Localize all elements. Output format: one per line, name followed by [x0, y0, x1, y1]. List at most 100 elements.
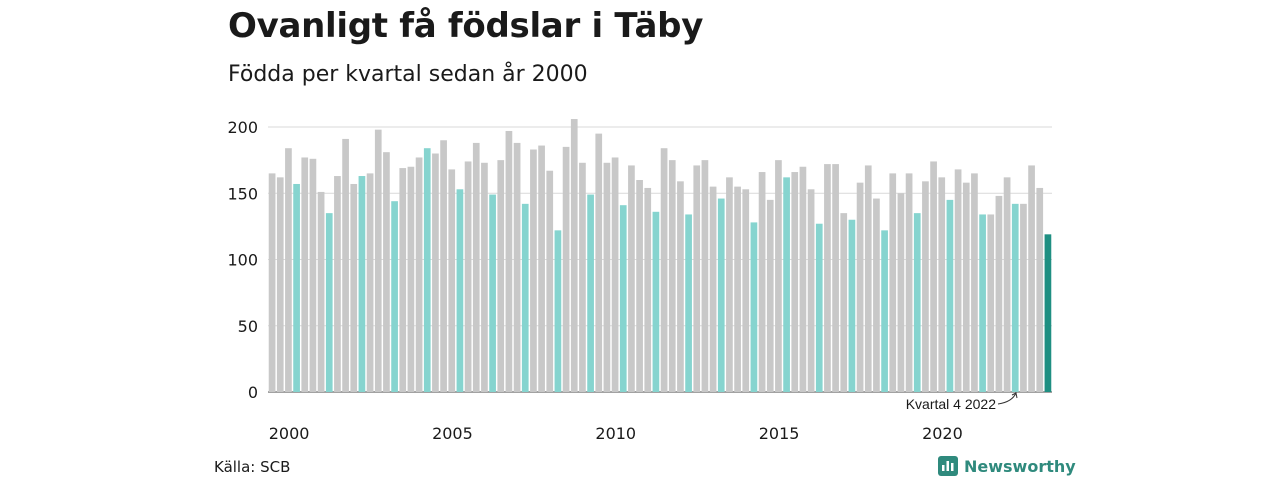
bar: 2008 Q4	[554, 230, 562, 392]
bar: 2008 Q1	[530, 149, 537, 392]
bar: 2018 Q3	[873, 198, 880, 392]
x-tick-label: 2020	[922, 424, 963, 443]
bar: 2020 Q3	[938, 177, 946, 392]
annotation-label: Kvartal 4 2022	[906, 396, 996, 412]
bar: 2016 Q1	[791, 172, 799, 392]
annotation: Kvartal 4 2022	[906, 392, 1018, 412]
y-axis-ticks: 0 50 100 150 200	[227, 118, 258, 402]
bar: 2017 Q3	[840, 213, 848, 393]
x-tick-label: 2015	[759, 424, 800, 443]
bar: 2010 Q3	[611, 157, 619, 392]
bar: 2020 Q4	[946, 199, 954, 393]
bar: 2018 Q4	[881, 230, 888, 392]
bar: 2016 Q4	[815, 223, 823, 392]
bar: 2011 Q4	[652, 211, 660, 392]
bar: 2006 Q4	[489, 194, 496, 392]
bar: 2012 Q4	[685, 214, 692, 392]
bar: 2007 Q3	[513, 142, 521, 392]
bar: 2020 Q2	[930, 161, 937, 392]
bar: 2017 Q4	[848, 219, 856, 392]
bar: 2015 Q3	[775, 160, 782, 393]
bar	[1044, 234, 1052, 392]
bar-chart: 0 50 100 150 200 2000 Q12000 Q22000 Q32000 Q…	[227, 118, 1052, 443]
bar: 2012 Q3	[677, 181, 684, 392]
bar: 2009 Q2	[570, 119, 578, 393]
x-tick-label: 2000	[269, 424, 310, 443]
bar: 2012 Q1	[660, 148, 668, 392]
bar: 2003 Q2	[374, 129, 382, 392]
bar: 2017 Q1	[824, 164, 831, 392]
bar	[1028, 165, 1035, 392]
bar: 2007 Q1	[497, 160, 505, 393]
bar: 2004 Q4	[423, 148, 431, 392]
bar: 2006 Q2	[472, 142, 480, 392]
bar: 2013 Q1	[693, 165, 701, 392]
bar: 2017 Q2	[832, 164, 839, 392]
y-tick-label: 0	[248, 383, 258, 402]
bar: 2011 Q2	[636, 180, 643, 392]
bar: 2001 Q2	[309, 158, 317, 392]
bar: 2011 Q1	[628, 165, 635, 392]
source-note: Källa: SCB	[214, 458, 291, 476]
bar: 2003 Q1	[366, 173, 374, 393]
bar: 2004 Q3	[415, 157, 423, 392]
newsworthy-logo-icon	[938, 456, 958, 476]
bar: 2008 Q2	[538, 145, 545, 392]
bar: 2013 Q3	[709, 186, 717, 393]
bar: 2022 Q4	[1011, 203, 1019, 392]
bar: 2004 Q2	[407, 166, 415, 392]
bar: 2019 Q2	[897, 193, 905, 392]
bar: 2010 Q2	[603, 162, 611, 392]
bar: 2015 Q1	[758, 172, 766, 392]
bar: 2000 Q3	[285, 148, 292, 392]
bar: 2018 Q2	[864, 165, 872, 392]
bar: 2003 Q4	[391, 201, 398, 392]
bar: 2007 Q2	[505, 130, 513, 393]
bar: 2010 Q4	[619, 205, 627, 392]
bar: 2006 Q3	[481, 162, 488, 392]
bar: 2009 Q4	[587, 194, 594, 392]
bar: 2022 Q2	[995, 195, 1003, 392]
y-tick-label: 100	[227, 251, 258, 270]
bar	[1036, 187, 1044, 392]
x-axis-ticks: 2000 2005 2010 2015 2020	[269, 424, 963, 443]
chart-title: Ovanligt få födslar i Täby	[228, 6, 704, 46]
bar: 2006 Q1	[464, 161, 472, 392]
bar: 2019 Q3	[905, 173, 913, 393]
annotation-arrow	[997, 392, 1018, 405]
bar: 2019 Q1	[889, 173, 897, 393]
bars: 2000 Q12000 Q22000 Q32000 Q42001 Q12001 …	[268, 119, 1052, 393]
bar: 2019 Q4	[913, 213, 921, 393]
bar: 2021 Q1	[954, 169, 962, 392]
bar: 2014 Q3	[742, 189, 750, 392]
x-tick-label: 2005	[432, 424, 473, 443]
bar: 2014 Q2	[734, 186, 741, 393]
bar: 2003 Q3	[383, 152, 390, 392]
bar: 2009 Q1	[562, 146, 570, 393]
bar: 2022 Q1	[987, 214, 995, 392]
bar: 2001 Q4	[325, 213, 333, 393]
bar: 2014 Q4	[750, 222, 758, 392]
gridlines	[268, 126, 1052, 393]
bar: 2014 Q1	[726, 177, 733, 392]
bar: 2012 Q2	[668, 160, 676, 393]
bar: 2011 Q3	[644, 187, 652, 392]
y-tick-label: 50	[238, 317, 258, 336]
bar: 2001 Q1	[301, 157, 309, 392]
bar: 2005 Q2	[440, 140, 447, 392]
bar: 2001 Q3	[317, 191, 325, 392]
bar: 2021 Q3	[971, 173, 978, 393]
bar: 2000 Q1	[268, 173, 276, 393]
bar: 2013 Q4	[717, 198, 725, 392]
bar: 2018 Q1	[856, 182, 864, 392]
bar: 2007 Q4	[521, 203, 529, 392]
bar: 2009 Q3	[579, 162, 586, 392]
chart-subtitle: Födda per kvartal sedan år 2000	[228, 62, 588, 87]
bar: 2015 Q2	[766, 199, 774, 393]
bar: 2016 Q2	[799, 166, 807, 392]
brand-name: Newsworthy	[964, 456, 1076, 476]
brand-logo[interactable]: Newsworthy	[938, 456, 1076, 476]
